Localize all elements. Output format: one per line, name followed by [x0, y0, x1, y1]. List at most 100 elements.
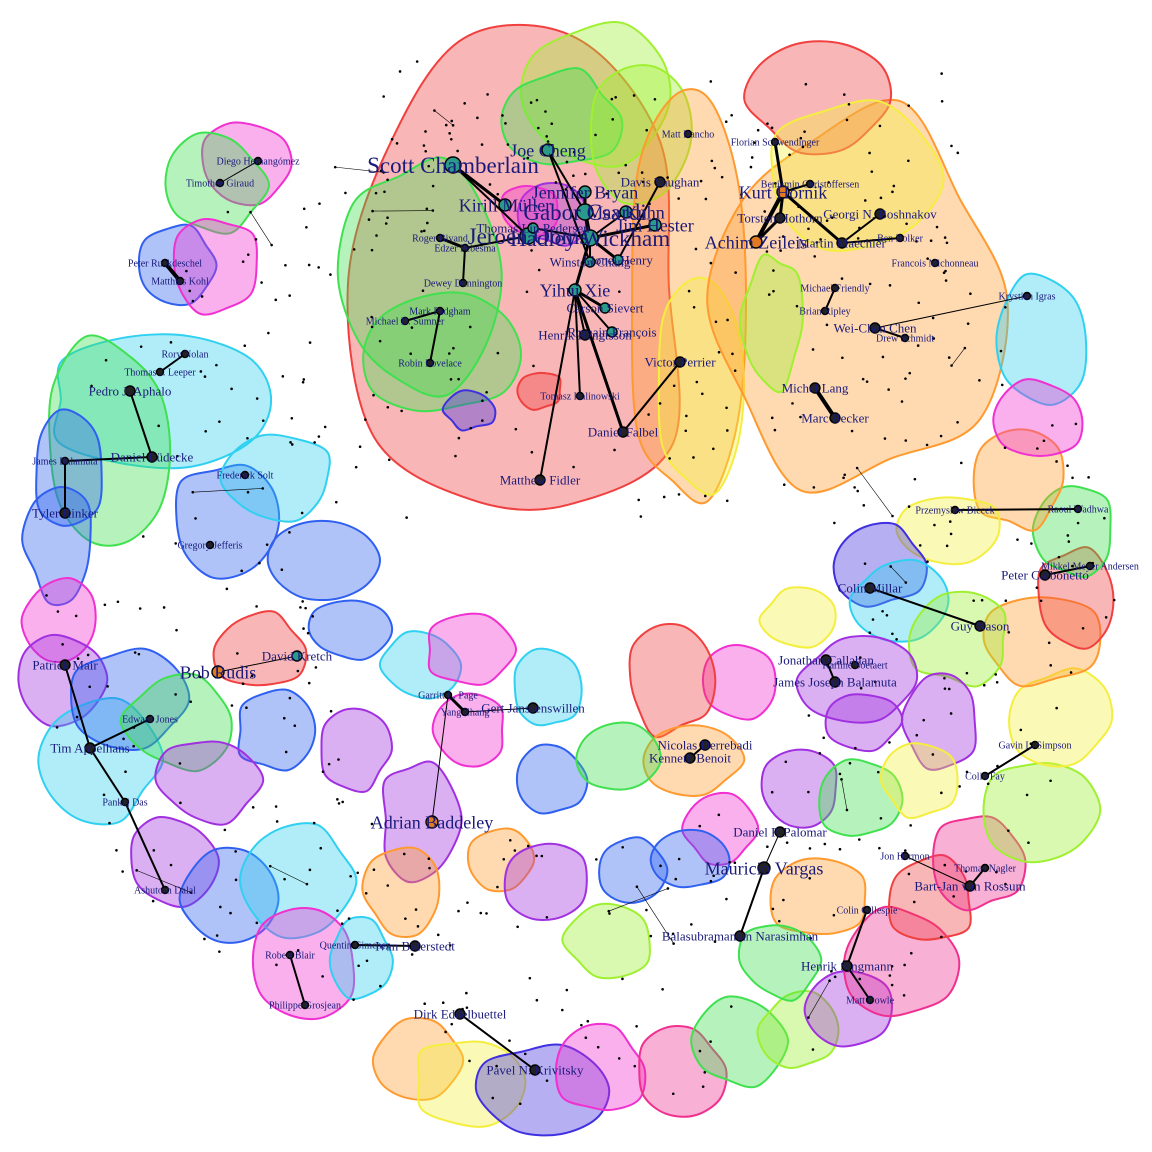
- person-node-francois-michonneau[interactable]: [930, 258, 940, 268]
- person-node-quentin-gimenez[interactable]: [350, 940, 360, 950]
- person-node-balasubramanian-narasimhan[interactable]: [734, 930, 746, 942]
- person-node-martin-maechler[interactable]: [836, 237, 848, 249]
- person-node-matthew-fidler[interactable]: [534, 474, 546, 486]
- person-node-peter-ruckdeschel[interactable]: [160, 258, 170, 268]
- person-node-victor-perrier[interactable]: [674, 356, 686, 368]
- person-node-romain-francois[interactable]: [606, 326, 618, 338]
- minor-node: [710, 159, 714, 163]
- person-node-daniel-falbel[interactable]: [617, 426, 629, 438]
- person-node-karline-soetaert[interactable]: [850, 660, 860, 670]
- person-node-matt-dowle[interactable]: [865, 995, 875, 1005]
- person-node-kenneth-benoit[interactable]: [684, 752, 696, 764]
- person-node-colin-fay[interactable]: [980, 771, 990, 781]
- person-node-jennifer-bryan[interactable]: [578, 185, 592, 199]
- person-node-frederick-solt[interactable]: [240, 470, 250, 480]
- person-node-daniel-palomar[interactable]: [774, 826, 786, 838]
- person-node-thomas-lin-pedersen[interactable]: [527, 222, 539, 234]
- person-node-bart-jan-van-rossum[interactable]: [964, 880, 976, 892]
- person-node-kurt-hornik[interactable]: [776, 185, 790, 199]
- person-node-guy-nason[interactable]: [974, 620, 986, 632]
- person-node-przemyslaw-biecek[interactable]: [950, 505, 960, 515]
- person-node-kristian-jaras[interactable]: [1022, 291, 1032, 301]
- person-node-michael-sumner[interactable]: [400, 316, 410, 326]
- person-node-max-kuhn[interactable]: [619, 205, 633, 219]
- person-node-tim-appelhans[interactable]: [84, 742, 96, 754]
- person-node-yang-zhang[interactable]: [460, 707, 470, 717]
- person-node-kirill-muller[interactable]: [498, 198, 512, 212]
- person-node-michael-friendly[interactable]: [830, 283, 840, 293]
- person-node-edward-jones[interactable]: [145, 714, 155, 724]
- person-node-pieter-carbonetto[interactable]: [1039, 569, 1051, 581]
- person-node-lionel-henry[interactable]: [612, 254, 624, 266]
- person-node-yihui-xie[interactable]: [568, 283, 582, 297]
- person-node-nicolas-derrebadi[interactable]: [699, 739, 711, 751]
- person-node-matthias-kohl[interactable]: [175, 276, 185, 286]
- person-node-matt-dancho[interactable]: [683, 129, 693, 139]
- person-node-james-joseph-balamuta[interactable]: [829, 676, 841, 688]
- person-node-henrik-bengtsson[interactable]: [579, 329, 591, 341]
- person-node-thomas-leeper[interactable]: [155, 367, 165, 377]
- person-node-gert-janssenswillen[interactable]: [527, 702, 539, 714]
- person-node-tomasz-kalinowski[interactable]: [575, 391, 585, 401]
- person-node-mikkel-andersen[interactable]: [1085, 561, 1095, 571]
- person-node-diego-hernangomez[interactable]: [253, 156, 263, 166]
- person-node-winston-chang[interactable]: [584, 256, 596, 268]
- person-node-georgi-boshnakov[interactable]: [874, 208, 886, 220]
- person-node-pavel-krivitsky[interactable]: [529, 1064, 541, 1076]
- person-node-michel-lang[interactable]: [809, 382, 821, 394]
- person-node-edzer-pebesma[interactable]: [460, 243, 470, 253]
- person-node-ashutosh-dalal[interactable]: [160, 885, 170, 895]
- minor-node: [151, 899, 155, 903]
- person-node-drew-schmidt[interactable]: [900, 333, 910, 343]
- person-node-ivan-biderstedt[interactable]: [409, 940, 421, 952]
- person-node-davis-vaughan[interactable]: [654, 176, 666, 188]
- person-node-gregor-jefferis[interactable]: [205, 540, 215, 550]
- person-node-hadley-wickham[interactable]: [581, 229, 599, 247]
- person-node-marc-becker[interactable]: [829, 412, 841, 424]
- minor-node: [808, 876, 812, 880]
- person-node-thomas-nagler[interactable]: [980, 863, 990, 873]
- person-node-wei-chen[interactable]: [869, 322, 881, 334]
- person-node-colin-gillespie[interactable]: [862, 905, 872, 915]
- person-node-gavin-simpson[interactable]: [1030, 740, 1040, 750]
- minor-node: [540, 854, 544, 858]
- person-node-patrick-mair[interactable]: [59, 659, 71, 671]
- person-node-pedro-aphalo[interactable]: [124, 385, 136, 397]
- person-node-pankaj-das[interactable]: [120, 797, 130, 807]
- person-node-dewey-dunnington[interactable]: [458, 278, 468, 288]
- person-node-robert-blair[interactable]: [285, 950, 295, 960]
- person-node-benjamin-christoffersen[interactable]: [805, 179, 815, 189]
- person-node-jim-hester[interactable]: [648, 218, 662, 232]
- person-node-brian-ripley[interactable]: [820, 306, 830, 316]
- person-node-adrian-baddeley[interactable]: [425, 815, 439, 829]
- person-node-florian-schwendinger[interactable]: [770, 137, 780, 147]
- person-node-raoul-wadhwa[interactable]: [1073, 504, 1083, 514]
- person-label-francois-michonneau: Francois Michonneau: [892, 259, 979, 270]
- person-node-garrick-page[interactable]: [443, 690, 453, 700]
- person-node-achim-zeileis[interactable]: [749, 235, 763, 249]
- person-node-dirk-eddelbuettel[interactable]: [454, 1008, 466, 1020]
- person-node-tyler-rinker[interactable]: [59, 507, 71, 519]
- person-node-david-kretch[interactable]: [291, 650, 303, 662]
- person-node-henrik-singmann[interactable]: [841, 960, 853, 972]
- person-node-rory-nolan[interactable]: [180, 349, 190, 359]
- person-node-bob-rudis[interactable]: [211, 665, 225, 679]
- person-label-jeroen-ooms: Jeroen Ooms: [468, 224, 589, 249]
- person-node-colin-millar[interactable]: [864, 582, 876, 594]
- person-node-scott-chamberlain[interactable]: [444, 156, 462, 174]
- person-node-mark-padgham[interactable]: [435, 306, 445, 316]
- person-node-daniel-ludecke[interactable]: [146, 451, 158, 463]
- person-node-joe-cheng[interactable]: [541, 143, 555, 157]
- person-node-timothee-giraud[interactable]: [215, 178, 225, 188]
- person-node-jonathan-callahan[interactable]: [820, 654, 832, 666]
- person-node-robin-lovelace[interactable]: [425, 358, 435, 368]
- person-node-mauricio-vargas[interactable]: [757, 861, 771, 875]
- person-node-carson-sievert[interactable]: [599, 302, 611, 314]
- person-node-james-balamuta[interactable]: [60, 456, 70, 466]
- person-node-gabor-csardi[interactable]: [576, 203, 594, 221]
- person-node-roger-bivand[interactable]: [435, 233, 445, 243]
- person-node-torsten-hothorn[interactable]: [774, 212, 786, 224]
- person-node-ben-bolker[interactable]: [895, 233, 905, 243]
- person-node-jon-harmon[interactable]: [900, 851, 910, 861]
- person-node-philippe-grosjean[interactable]: [300, 1000, 310, 1010]
